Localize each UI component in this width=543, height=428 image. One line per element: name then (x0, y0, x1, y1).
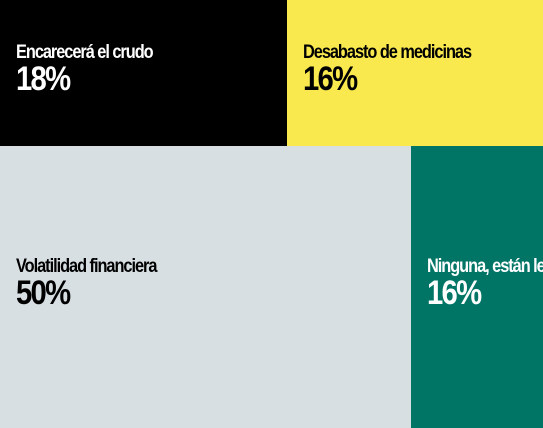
tile-value: 16% (303, 60, 358, 98)
tile-label: Ninguna, están lejos (427, 256, 543, 277)
tile-label: Volatilidad financiera (16, 256, 157, 277)
tile-label: Encarecerá el crudo (16, 42, 154, 63)
tile-desabasto-de-medicinas: Desabasto de medicinas 16% (287, 0, 543, 146)
tile-encarecera-el-crudo: Encarecerá el crudo 18% (0, 0, 287, 146)
tile-value: 16% (427, 274, 482, 312)
tile-label: Desabasto de medicinas (303, 42, 472, 63)
tile-ninguna-estan-lejos: Ninguna, están lejos 16% (411, 146, 543, 428)
tile-volatilidad-financiera: Volatilidad financiera 50% (0, 146, 411, 428)
tile-value: 18% (16, 60, 71, 98)
tile-value: 50% (16, 274, 71, 312)
